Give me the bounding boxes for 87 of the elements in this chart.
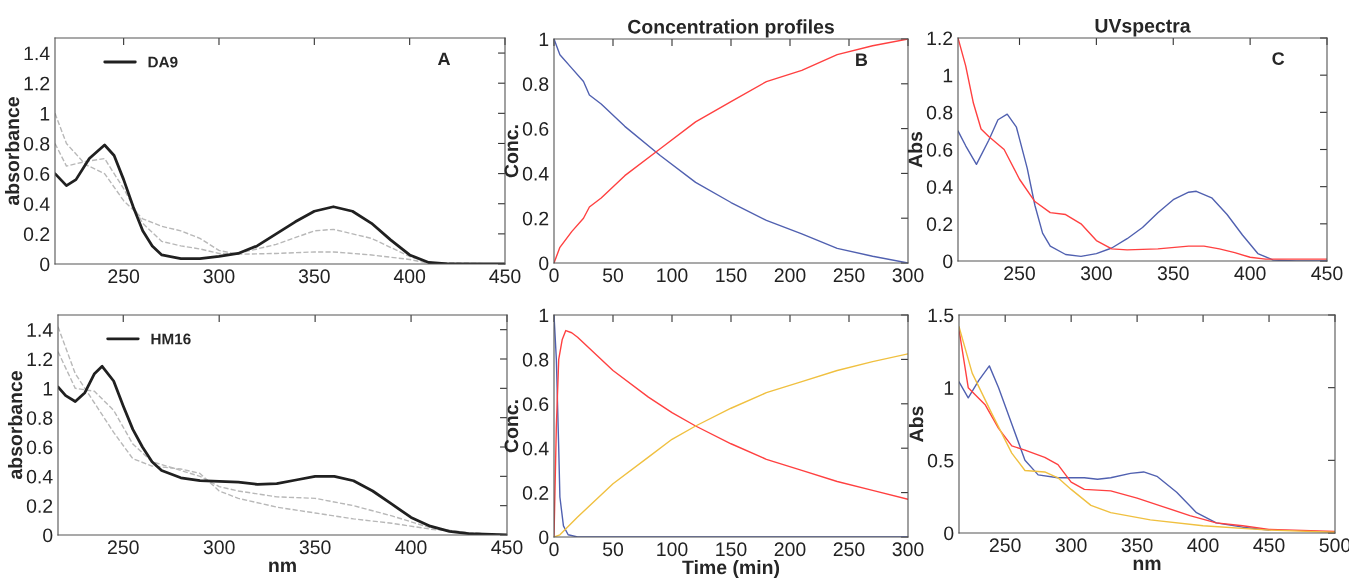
x-tick-label: 400 bbox=[1234, 266, 1266, 281]
y-tick-label: 0 bbox=[43, 528, 53, 543]
y-tick-label: 0.8 bbox=[26, 411, 53, 425]
y-tick-label: 1 bbox=[539, 32, 549, 47]
y-tick-label: 0.6 bbox=[522, 122, 549, 136]
x-tick-label: 350 bbox=[299, 540, 331, 555]
x-tick-label: 200 bbox=[774, 268, 806, 283]
legend-label: DA9 bbox=[148, 56, 178, 68]
y-tick-label: 0.6 bbox=[26, 440, 53, 455]
annotation: C bbox=[1272, 52, 1285, 65]
x-tick-label: 350 bbox=[1121, 538, 1153, 553]
x-tick-label: 100 bbox=[657, 542, 688, 557]
y-tick-label: 1.2 bbox=[927, 31, 953, 46]
x-tick-label: 250 bbox=[108, 540, 139, 555]
y-tick-label: 1 bbox=[944, 381, 954, 395]
x-axis-title: nm bbox=[1133, 559, 1161, 571]
x-tick-label: 400 bbox=[393, 269, 426, 284]
y-tick-label: 1.2 bbox=[24, 76, 50, 91]
y-tick-label: 0.8 bbox=[926, 105, 953, 120]
y-tick-label: 0.4 bbox=[522, 166, 549, 181]
y-tick-label: 0.8 bbox=[522, 77, 549, 92]
x-tick-label: 300 bbox=[892, 268, 924, 283]
x-tick-label: 300 bbox=[203, 269, 235, 284]
x-tick-label: 250 bbox=[833, 542, 865, 557]
x-tick-label: 250 bbox=[989, 538, 1021, 553]
x-tick-label: 400 bbox=[1187, 538, 1219, 553]
y-tick-label: 0.8 bbox=[23, 136, 50, 151]
y-tick-label: 1 bbox=[539, 308, 549, 323]
y-tick-label: 1.4 bbox=[24, 46, 50, 61]
x-tick-label: 450 bbox=[489, 269, 521, 284]
y-tick-label: 0.2 bbox=[522, 211, 549, 226]
y-tick-label: 0.4 bbox=[522, 441, 549, 456]
y-tick-label: 0.5 bbox=[927, 453, 954, 468]
y-tick-label: 0.4 bbox=[926, 180, 953, 194]
y-tick-label: 0.2 bbox=[522, 486, 549, 500]
x-tick-label: 450 bbox=[1311, 266, 1343, 281]
x-tick-label: 200 bbox=[774, 542, 806, 557]
x-tick-label: 100 bbox=[657, 268, 688, 283]
y-tick-label: 1.5 bbox=[928, 308, 954, 323]
y-axis-title: Conc. bbox=[504, 400, 519, 453]
y-tick-label: 0.6 bbox=[522, 397, 549, 412]
y-tick-label: 0.2 bbox=[26, 499, 53, 513]
legend-label: HM16 bbox=[151, 333, 191, 345]
x-tick-label: 450 bbox=[1253, 538, 1285, 553]
x-tick-label: 450 bbox=[491, 540, 523, 555]
y-axis-title: Abs bbox=[907, 131, 923, 168]
x-tick-label: 0 bbox=[549, 542, 559, 557]
x-tick-label: 50 bbox=[602, 268, 624, 283]
chart-title: UVspectra bbox=[1095, 19, 1191, 37]
x-tick-label: 400 bbox=[395, 540, 427, 555]
x-axis-title: nm bbox=[269, 561, 296, 573]
y-tick-label: 0.2 bbox=[926, 217, 953, 232]
y-tick-label: 0.6 bbox=[23, 167, 50, 181]
y-tick-label: 1 bbox=[40, 107, 50, 121]
x-axis-title: Time (min) bbox=[682, 559, 780, 578]
x-tick-label: 250 bbox=[833, 268, 865, 283]
y-tick-label: 1 bbox=[943, 68, 953, 83]
y-tick-label: 0 bbox=[944, 526, 954, 541]
x-tick-label: 350 bbox=[298, 269, 330, 284]
y-tick-label: 1 bbox=[43, 382, 53, 396]
x-tick-label: 300 bbox=[203, 540, 235, 555]
y-tick-label: 1.2 bbox=[27, 352, 53, 367]
y-tick-label: 0.8 bbox=[522, 352, 549, 367]
y-tick-label: 0 bbox=[539, 256, 549, 271]
annotation: A bbox=[437, 52, 451, 66]
annotation: B bbox=[856, 53, 868, 66]
y-axis-title: Conc. bbox=[504, 125, 519, 178]
x-tick-label: 50 bbox=[602, 542, 624, 557]
x-tick-label: 250 bbox=[108, 269, 140, 284]
y-tick-label: 0.4 bbox=[26, 469, 53, 484]
y-tick-label: 0.6 bbox=[926, 142, 953, 157]
y-axis-title: absorbance bbox=[7, 371, 23, 479]
x-tick-label: 300 bbox=[1055, 538, 1087, 553]
y-tick-label: 0.2 bbox=[23, 227, 50, 242]
x-tick-label: 300 bbox=[892, 542, 924, 557]
x-tick-label: 250 bbox=[1004, 266, 1035, 281]
y-tick-label: 1.4 bbox=[27, 323, 53, 337]
x-tick-label: 0 bbox=[549, 268, 559, 283]
y-axis-title: absorbance bbox=[4, 97, 20, 205]
x-tick-label: 150 bbox=[716, 268, 747, 283]
x-tick-label: 300 bbox=[1080, 266, 1112, 281]
y-tick-label: 0 bbox=[943, 254, 953, 269]
x-tick-label: 150 bbox=[716, 542, 747, 557]
y-axis-title: Abs bbox=[908, 406, 924, 442]
chart-title: Concentration profiles bbox=[628, 19, 834, 38]
x-tick-label: 350 bbox=[1157, 266, 1189, 281]
y-tick-label: 0.4 bbox=[23, 197, 50, 211]
